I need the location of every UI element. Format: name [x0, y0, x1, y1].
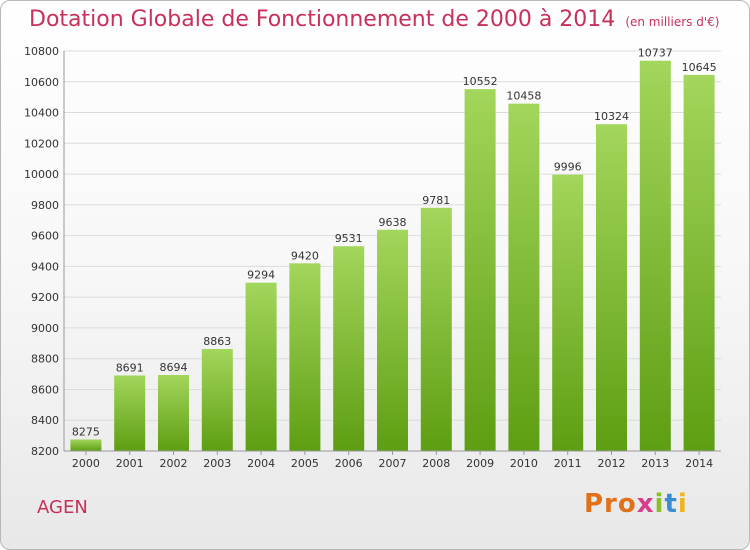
- x-tick-label: 2002: [160, 457, 188, 470]
- x-tick-label: 2011: [554, 457, 582, 470]
- y-tick-label: 9200: [31, 291, 59, 304]
- bar: [596, 124, 627, 451]
- y-tick-label: 9000: [31, 322, 59, 335]
- y-tick-label: 9800: [31, 199, 59, 212]
- x-tick-label: 2004: [247, 457, 275, 470]
- y-tick-label: 10600: [24, 76, 59, 89]
- x-tick-label: 2000: [72, 457, 100, 470]
- x-tick-label: 2009: [466, 457, 494, 470]
- data-label: 9420: [291, 249, 319, 262]
- bar: [289, 263, 321, 451]
- proxiti-logo: Proxiti: [584, 489, 688, 519]
- data-label: 8691: [116, 361, 144, 374]
- data-label: 10645: [682, 61, 717, 74]
- y-tick-label: 8200: [31, 445, 59, 458]
- x-tick-label: 2010: [510, 457, 538, 470]
- logo-part-2: x: [636, 489, 655, 519]
- bar: [201, 349, 233, 451]
- bar: [683, 74, 715, 451]
- chart-title: Dotation Globale de Fonctionnement de 20…: [29, 7, 719, 32]
- logo-part-1: Pro: [584, 489, 637, 519]
- y-tick-label: 9600: [31, 230, 59, 243]
- y-tick-label: 10000: [24, 168, 59, 181]
- y-tick-label: 8800: [31, 353, 59, 366]
- value-labels: 8275 8691 8694 8863 9294 9420 9531 9638 9781 1055…: [72, 47, 717, 439]
- data-label: 10324: [594, 110, 629, 123]
- data-label: 9996: [554, 161, 582, 174]
- x-tick-label: 2006: [335, 457, 363, 470]
- data-label: 8694: [160, 361, 188, 374]
- bar: [464, 89, 496, 452]
- bar: [639, 60, 671, 451]
- y-tick-label: 10800: [24, 45, 59, 58]
- data-label: 9294: [247, 269, 275, 282]
- data-label: 9531: [335, 232, 363, 245]
- data-label: 10737: [638, 47, 673, 60]
- data-label: 8863: [203, 335, 231, 348]
- x-tick-label: 2012: [598, 457, 626, 470]
- data-label: 10552: [463, 75, 498, 88]
- data-label: 9638: [379, 216, 407, 229]
- bars: [70, 60, 715, 452]
- y-tick-label: 10200: [24, 137, 59, 150]
- chart-subtitle: (en milliers d'€): [625, 15, 720, 29]
- y-tick-label: 8400: [31, 414, 59, 427]
- bar: [114, 375, 146, 451]
- x-tick-label: 2007: [379, 457, 407, 470]
- bar: [377, 229, 408, 451]
- bar: [70, 439, 102, 451]
- logo-part-3: i: [654, 489, 665, 519]
- y-tick-label: 8600: [31, 383, 59, 396]
- bar: [552, 174, 584, 451]
- commune-name: AGEN: [37, 497, 88, 518]
- logo-part-4: t: [664, 489, 678, 519]
- x-tick-label: 2008: [422, 457, 450, 470]
- bar: [245, 282, 277, 451]
- x-tick-label: 2014: [685, 457, 713, 470]
- logo-part-5: i: [677, 489, 688, 519]
- y-tick-label: 9400: [31, 260, 59, 273]
- data-label: 10458: [506, 90, 541, 103]
- bar: [420, 207, 452, 451]
- bar: [158, 375, 189, 451]
- x-tick-label: 2013: [641, 457, 669, 470]
- data-label: 9781: [422, 194, 450, 207]
- x-tick-label: 2001: [116, 457, 144, 470]
- bar: [508, 103, 540, 451]
- x-tick-label: 2003: [203, 457, 231, 470]
- chart-title-text: Dotation Globale de Fonctionnement de 20…: [29, 7, 616, 32]
- axes: 8200 8400 8600 8800 9000 9200 9400 9600 9800 1000…: [24, 45, 721, 470]
- bar: [333, 246, 365, 451]
- y-tick-label: 10400: [24, 107, 59, 120]
- x-tick-label: 2005: [291, 457, 319, 470]
- data-label: 8275: [72, 425, 100, 438]
